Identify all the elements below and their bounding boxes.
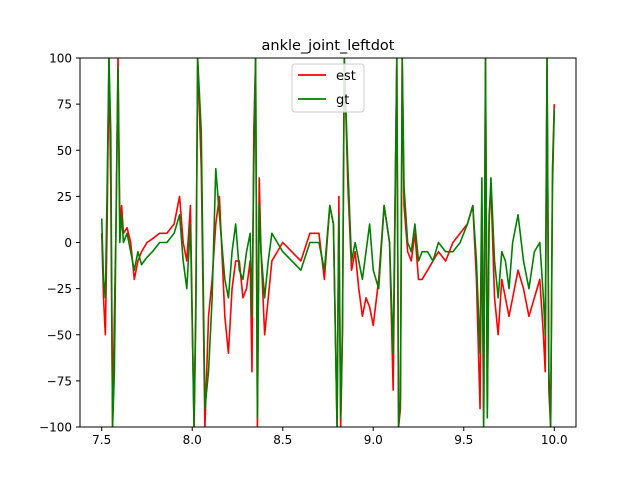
- x-axis: 7.5 8.0 8.5 9.0 9.5 10.0: [92, 427, 568, 447]
- x-tick-label: 7.5: [92, 433, 111, 447]
- y-tick-label: 50: [57, 144, 72, 158]
- x-tick-label: 10.0: [541, 433, 568, 447]
- y-tick-label: 25: [57, 190, 72, 204]
- plot-frame: [79, 57, 577, 428]
- y-tick-label: 0: [64, 236, 72, 250]
- y-tick-label: −100: [39, 421, 72, 435]
- y-tick-label: −75: [47, 374, 72, 388]
- y-axis: −100 −75 −50 −25 0 25 50 75 100: [39, 52, 80, 435]
- series-layer: [100, 58, 556, 427]
- x-tick-label: 8.5: [273, 433, 292, 447]
- y-tick-label: −50: [47, 328, 72, 342]
- y-tick-label: 75: [57, 98, 72, 112]
- y-tick-label: 100: [49, 52, 72, 66]
- legend-box: [291, 63, 365, 113]
- legend: est gt: [291, 63, 365, 113]
- y-tick-label: −25: [47, 282, 72, 296]
- chart-title: ankle_joint_leftdot: [262, 38, 395, 54]
- legend-label-est: est: [336, 69, 356, 84]
- x-tick-label: 9.5: [454, 433, 473, 447]
- legend-label-gt: gt: [336, 93, 349, 108]
- series-line-gt: [100, 58, 556, 427]
- x-tick-label: 9.0: [364, 433, 383, 447]
- x-tick-label: 8.0: [183, 433, 202, 447]
